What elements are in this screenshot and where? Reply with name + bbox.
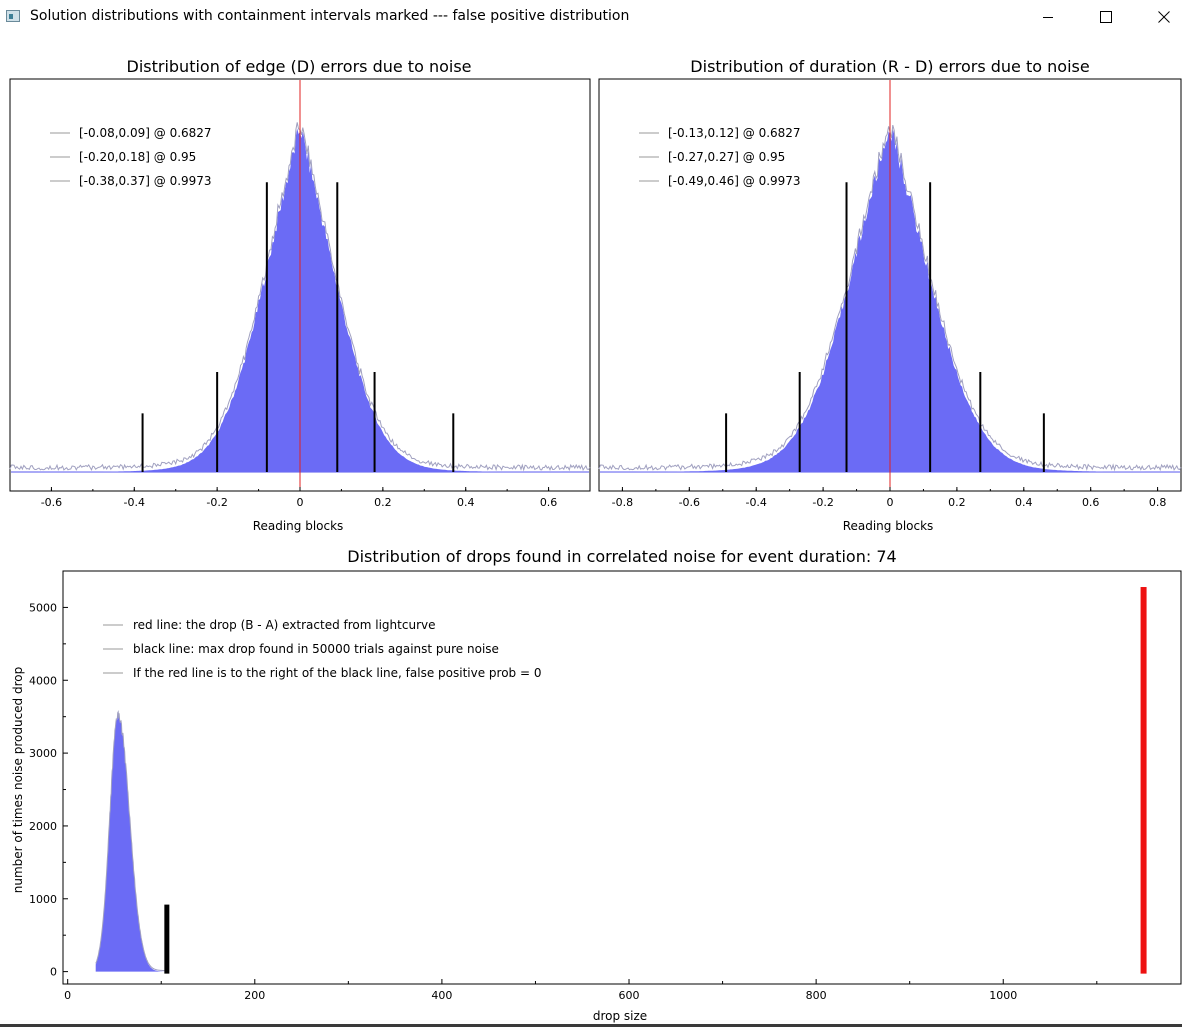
x-tick-label: 0.8: [1149, 496, 1167, 509]
y-axis-label: number of times noise produced drop: [11, 667, 25, 893]
close-icon: [1158, 11, 1170, 23]
x-tick-label: 0.4: [457, 496, 475, 509]
legend-entry: [-0.38,0.37] @ 0.9973: [79, 174, 212, 188]
x-tick-label: 0.4: [1015, 496, 1033, 509]
chart-marks: [9, 80, 591, 490]
x-tick-label: -0.6: [41, 496, 62, 509]
close-button[interactable]: [1135, 0, 1182, 34]
y-tick-label: 5000: [29, 601, 57, 614]
x-tick-label: 0.2: [948, 496, 966, 509]
legend: red line: the drop (B - A) extracted fro…: [103, 618, 541, 680]
x-tick-label: 800: [806, 989, 827, 1002]
x-axis-ticks: -0.8 -0.6 -0.4 -0.2 0 0.2 0.4 0.6 0.8: [612, 487, 1167, 509]
x-tick-label: -0.2: [206, 496, 227, 509]
chart-marks: [95, 587, 1147, 974]
legend-entry: [-0.27,0.27] @ 0.95: [668, 150, 785, 164]
legend: [-0.13,0.12] @ 0.6827 [-0.27,0.27] @ 0.95…: [639, 126, 801, 188]
window-title: Solution distributions with containment …: [30, 8, 630, 24]
x-tick-label: 0.2: [374, 496, 392, 509]
y-tick-label: 1000: [29, 893, 57, 906]
title-bar: Solution distributions with containment …: [0, 0, 1182, 36]
maximize-button[interactable]: [1077, 0, 1135, 34]
y-tick-label: 4000: [29, 674, 57, 687]
x-tick-label: 0.6: [540, 496, 558, 509]
legend-entry: [-0.13,0.12] @ 0.6827: [668, 126, 801, 140]
y-tick-label: 0: [50, 966, 57, 979]
legend-entry: [-0.49,0.46] @ 0.9973: [668, 174, 801, 188]
x-tick-label: -0.2: [812, 496, 833, 509]
duration-error-chart: Distribution of duration (R - D) errors …: [598, 57, 1182, 533]
x-axis-label: Reading blocks: [843, 519, 934, 533]
minimize-button[interactable]: [1019, 0, 1077, 34]
x-tick-label: 0: [297, 496, 304, 509]
legend-entry: [-0.08,0.09] @ 0.6827: [79, 126, 212, 140]
window-bottom-edge: [0, 1024, 1182, 1027]
app-icon: [6, 10, 20, 22]
x-tick-label: -0.8: [612, 496, 633, 509]
x-tick-label: -0.6: [679, 496, 700, 509]
legend-entry: If the red line is to the right of the b…: [133, 666, 541, 680]
axis-ticks: 0 200 400 600 800 1000 0 1000 2000 3000 4000 5000: [29, 601, 1098, 1002]
x-axis-ticks: -0.6 -0.4 -0.2 0 0.2 0.4 0.6: [41, 487, 591, 509]
y-tick-label: 2000: [29, 820, 57, 833]
minimize-icon: [1043, 17, 1053, 18]
drop-distribution-chart: Distribution of drops found in correlate…: [11, 547, 1182, 1023]
plot-frame: [62, 570, 1182, 985]
x-tick-label: 200: [244, 989, 265, 1002]
x-tick-label: 1000: [989, 989, 1017, 1002]
x-tick-label: 0.6: [1082, 496, 1100, 509]
histogram-area: [95, 712, 166, 972]
legend-entry: black line: max drop found in 50000 tria…: [133, 642, 499, 656]
chart-title: Distribution of drops found in correlate…: [347, 547, 896, 566]
edge-error-chart: Distribution of edge (D) errors due to n…: [9, 57, 591, 533]
x-tick-label: 0: [64, 989, 71, 1002]
legend-entry: [-0.20,0.18] @ 0.95: [79, 150, 196, 164]
x-tick-label: 600: [619, 989, 640, 1002]
histogram-edge: [95, 709, 166, 972]
legend-entry: red line: the drop (B - A) extracted fro…: [133, 618, 435, 632]
chart-title: Distribution of edge (D) errors due to n…: [127, 57, 472, 76]
max-noise-drop-line: [164, 904, 170, 974]
x-axis-label: drop size: [593, 1009, 647, 1023]
legend: [-0.08,0.09] @ 0.6827 [-0.20,0.18] @ 0.95…: [50, 126, 212, 188]
extracted-drop-line: [1140, 587, 1147, 974]
x-tick-label: 0: [887, 496, 894, 509]
x-tick-label: -0.4: [124, 496, 145, 509]
chart-marks: [598, 80, 1182, 490]
y-tick-label: 3000: [29, 747, 57, 760]
x-axis-label: Reading blocks: [253, 519, 344, 533]
chart-title: Distribution of duration (R - D) errors …: [690, 57, 1089, 76]
x-tick-label: -0.4: [745, 496, 766, 509]
maximize-icon: [1100, 11, 1112, 23]
x-tick-label: 400: [431, 989, 452, 1002]
